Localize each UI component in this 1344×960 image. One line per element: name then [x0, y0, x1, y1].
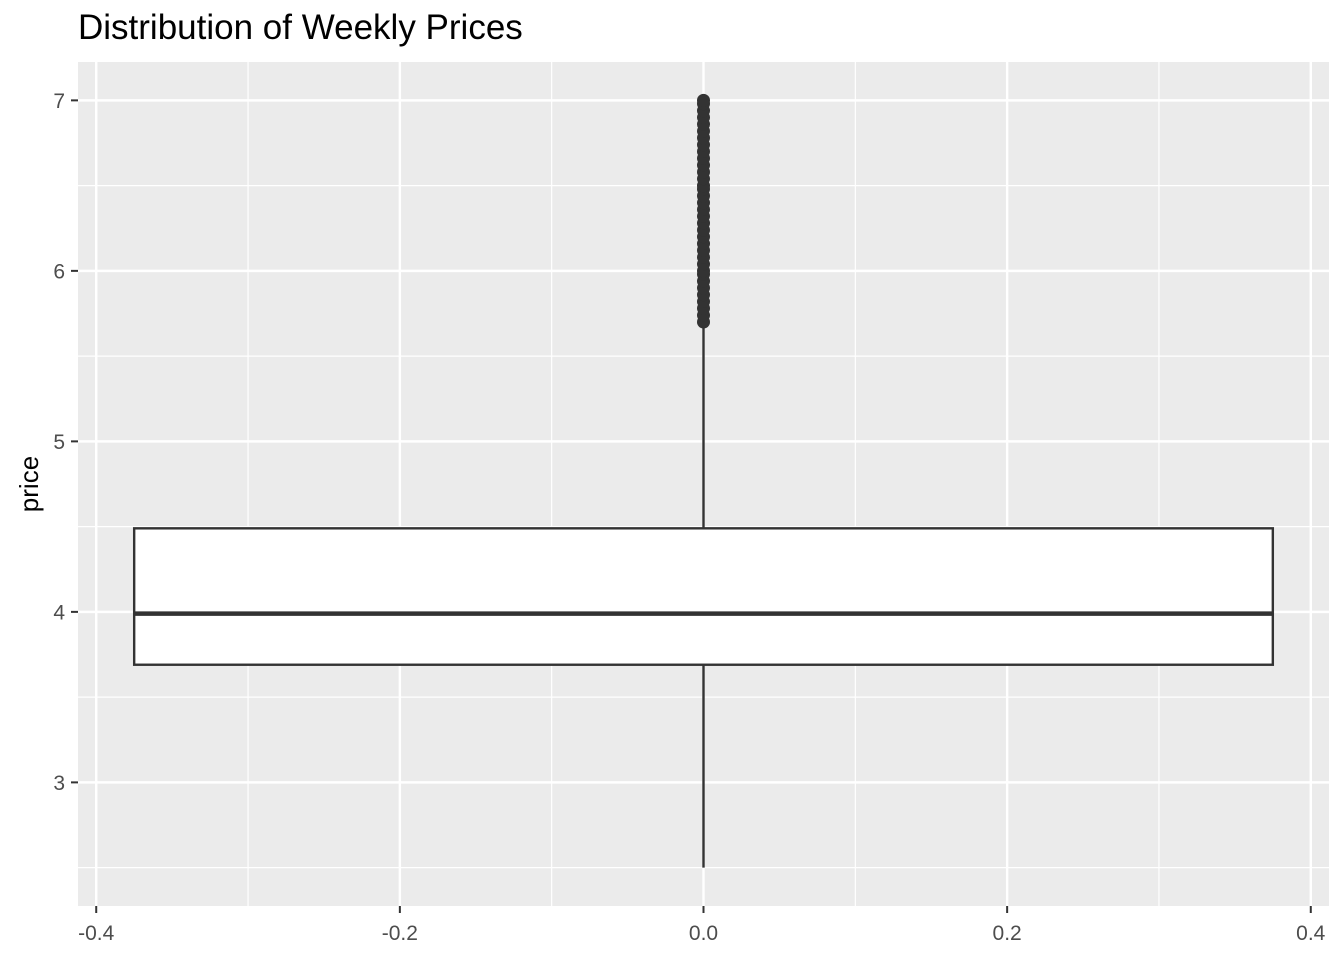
x-tick-label: 0.0 — [689, 922, 718, 945]
axes: -0.4 -0.2 0.0 0.2 0.4 3 4 5 6 7 — [53, 90, 1325, 945]
x-tick-label: -0.4 — [78, 922, 115, 945]
y-tick-label: 6 — [53, 260, 65, 283]
y-tick-label: 7 — [53, 90, 65, 113]
outlier-point — [697, 93, 710, 107]
y-tick-label: 4 — [53, 601, 65, 624]
x-tick-label: 0.2 — [993, 922, 1022, 945]
chart-title: Distribution of Weekly Prices — [78, 8, 523, 47]
x-tick-label: 0.4 — [1296, 922, 1326, 945]
x-tick-label: -0.2 — [382, 922, 418, 945]
box-iqr — [132, 527, 1275, 666]
boxplot-marks — [132, 93, 1275, 868]
y-tick-label: 5 — [53, 431, 65, 454]
y-tick-label: 3 — [53, 772, 65, 795]
y-axis-title: price — [14, 456, 44, 512]
